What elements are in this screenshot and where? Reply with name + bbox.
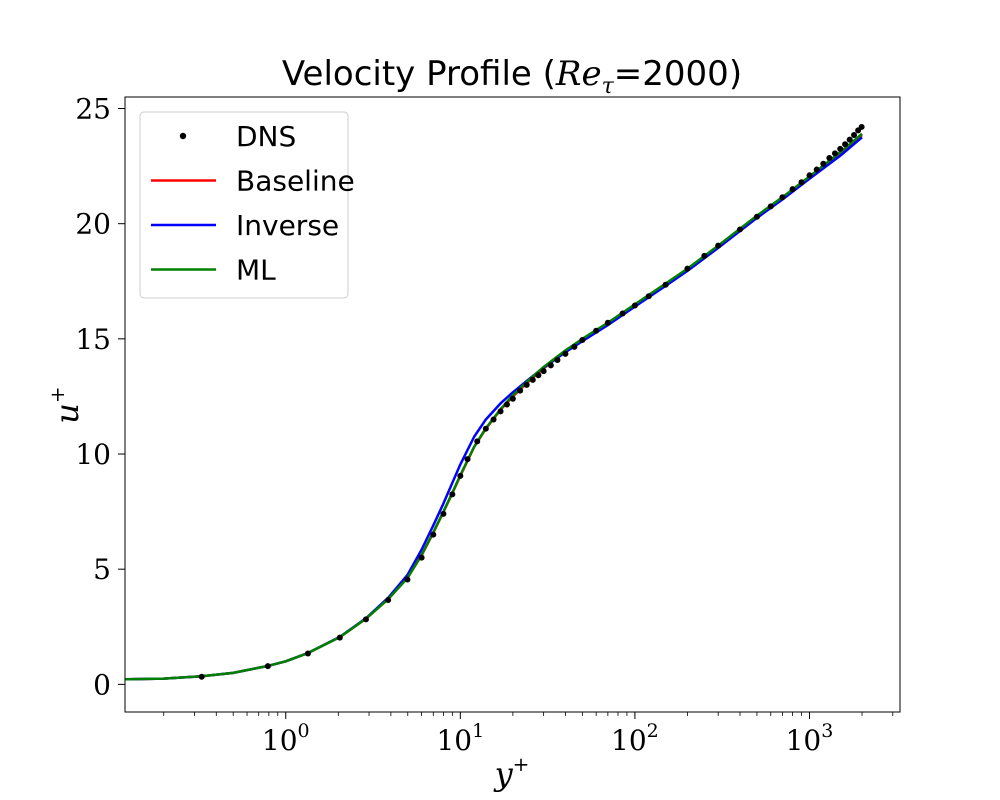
data-point-dns <box>535 372 542 379</box>
y-axis-label-base: u <box>48 403 86 424</box>
data-point-dns <box>842 141 849 148</box>
legend-box <box>139 111 349 299</box>
legend-entry-baseline: Baseline <box>151 165 355 198</box>
data-point-dns <box>517 387 524 394</box>
y-tick-label: 15 <box>75 323 111 356</box>
data-point-dns <box>753 213 760 220</box>
legend-entry-dns: DNS <box>179 120 296 153</box>
data-point-dns <box>826 155 833 162</box>
data-point-dns <box>767 203 774 210</box>
data-point-dns <box>715 242 722 249</box>
data-point-dns <box>385 597 392 604</box>
data-point-dns <box>562 350 569 357</box>
data-point-dns <box>540 368 547 375</box>
data-point-dns <box>449 491 456 498</box>
legend-entry-inverse: Inverse <box>151 209 339 242</box>
data-point-dns <box>604 319 611 326</box>
legend-label-ml: ML <box>236 254 276 287</box>
legend: DNS Baseline Inverse ML <box>139 111 355 299</box>
data-point-dns <box>579 337 586 344</box>
data-point-dns <box>806 172 813 179</box>
data-point-dns <box>619 310 626 317</box>
data-point-dns <box>789 186 796 193</box>
data-point-dns <box>684 265 691 272</box>
data-point-dns <box>418 554 425 561</box>
y-tick-label: 10 <box>75 438 111 471</box>
y-tick-label: 5 <box>93 553 111 586</box>
x-axis-label-sup: + <box>513 752 530 776</box>
legend-label-inverse: Inverse <box>236 209 339 242</box>
data-point-dns <box>198 673 205 680</box>
legend-label-baseline: Baseline <box>236 165 355 198</box>
data-point-dns <box>474 438 481 445</box>
axis-ticks: 0 5 10 15 20 25 100 101 102 103 <box>75 93 894 757</box>
data-point-dns <box>645 293 652 300</box>
x-tick-label: 100 <box>262 720 310 757</box>
data-point-dns <box>529 376 536 383</box>
data-point-dns <box>631 302 638 309</box>
data-point-dns <box>798 179 805 186</box>
data-point-dns <box>523 381 530 388</box>
data-point-dns <box>813 166 820 173</box>
data-point-dns <box>482 425 489 432</box>
data-point-dns <box>846 136 853 143</box>
data-point-dns <box>503 401 510 408</box>
data-point-dns <box>464 456 471 463</box>
x-tick-label: 102 <box>611 720 659 757</box>
x-tick-label: 101 <box>436 720 484 757</box>
data-point-dns <box>837 145 844 152</box>
y-axis-label: u+ <box>45 386 86 423</box>
x-axis-label-base: y <box>493 755 514 793</box>
data-point-dns <box>336 634 343 641</box>
legend-label-dns: DNS <box>236 120 296 153</box>
chart-title: Velocity Profile (Reτ=2000) <box>282 54 742 99</box>
data-point-dns <box>547 362 554 369</box>
chart-title-tau: τ <box>602 74 615 99</box>
data-point-dns <box>851 132 858 139</box>
data-point-dns <box>264 663 271 670</box>
data-point-dns <box>858 123 865 130</box>
legend-items: DNS Baseline Inverse ML <box>151 120 355 287</box>
chart-title-re: Re <box>555 54 602 94</box>
data-point-dns <box>831 150 838 157</box>
legend-marker-dns <box>179 132 187 140</box>
data-point-dns <box>457 472 464 479</box>
data-point-dns <box>779 194 786 201</box>
x-tick-label: 103 <box>786 720 834 757</box>
data-point-dns <box>820 160 827 167</box>
x-axis-label: y+ <box>493 752 530 793</box>
y-tick-label: 20 <box>75 208 111 241</box>
chart-title-suffix: =2000) <box>614 54 742 94</box>
chart-title-prefix: Velocity Profile ( <box>282 54 556 94</box>
y-tick-label: 0 <box>93 668 111 701</box>
data-point-dns <box>430 531 437 538</box>
data-point-dns <box>304 650 311 657</box>
data-point-dns <box>554 357 561 364</box>
y-axis-label-sup: + <box>45 386 69 403</box>
data-point-dns <box>404 576 411 583</box>
data-point-dns <box>440 510 447 517</box>
data-point-dns <box>509 395 516 402</box>
data-point-dns <box>497 408 504 415</box>
data-point-dns <box>662 281 669 288</box>
data-point-dns <box>490 416 497 423</box>
data-point-dns <box>593 327 600 334</box>
plot-data-layer <box>125 123 865 681</box>
legend-entry-ml: ML <box>151 254 276 287</box>
data-point-dns <box>737 226 744 233</box>
data-point-dns <box>362 616 369 623</box>
data-point-dns <box>571 343 578 350</box>
y-tick-label: 25 <box>75 93 111 126</box>
data-point-dns <box>701 252 708 259</box>
